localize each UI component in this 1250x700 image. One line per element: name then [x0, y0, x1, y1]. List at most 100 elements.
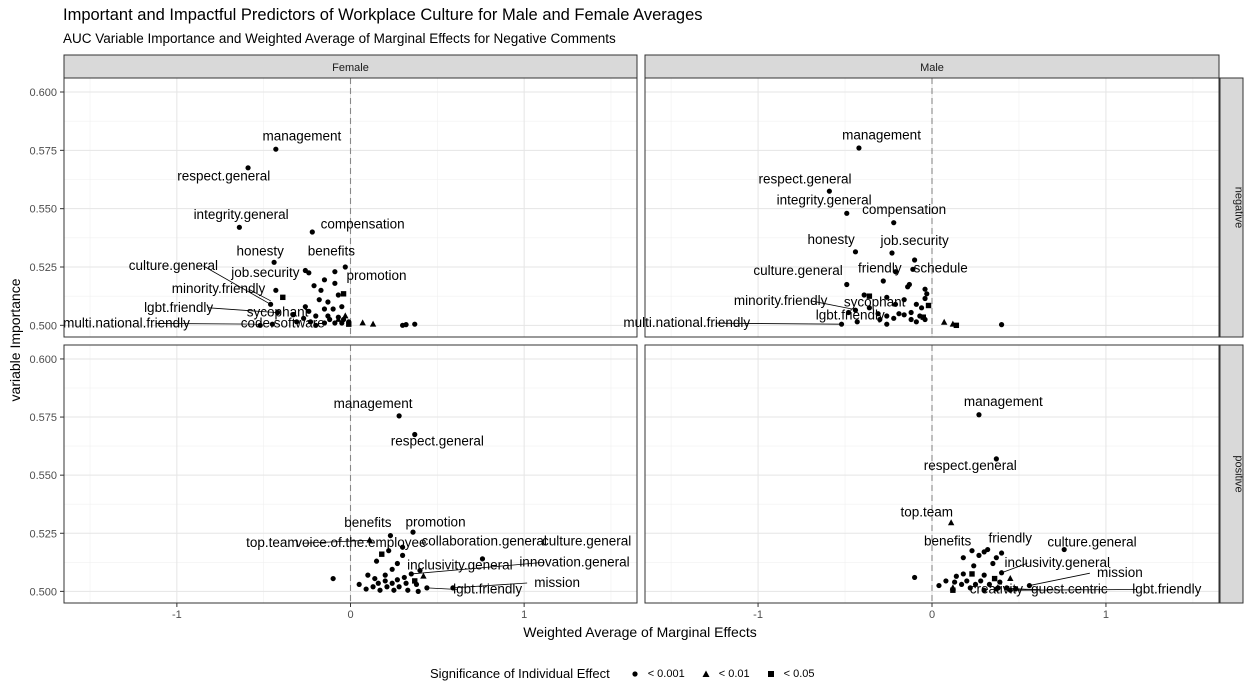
data-point-circle [976, 552, 982, 558]
data-point-circle [309, 229, 315, 235]
data-point-circle [273, 287, 279, 293]
data-point-circle [318, 287, 324, 293]
data-point-circle [1012, 586, 1019, 592]
facet-strip-label: negative [1233, 187, 1245, 229]
data-point-circle [313, 313, 319, 319]
data-point-circle [401, 574, 407, 581]
data-point-circle [845, 309, 852, 316]
data-point-circle [896, 311, 902, 317]
data-point-circle [236, 224, 242, 230]
y-tick-label: 0.525 [29, 262, 57, 274]
point-label: promotion [406, 515, 466, 530]
data-point-square [280, 294, 286, 301]
data-point-circle [403, 322, 409, 328]
label-leader-line [203, 265, 271, 305]
data-point-circle [321, 306, 328, 312]
data-point-circle [913, 301, 919, 307]
data-point-circle [960, 571, 966, 577]
data-point-triangle [420, 572, 427, 579]
data-point-circle [852, 307, 859, 313]
data-point-circle [854, 319, 860, 325]
data-point-circle [912, 574, 918, 581]
data-point-circle [405, 587, 411, 593]
legend-item-triangle: < 0.01 [699, 667, 750, 681]
point-label: multi.national.friendly [63, 315, 190, 330]
data-point-circle [908, 309, 914, 316]
data-point-circle [995, 585, 1001, 591]
data-point-circle [332, 269, 338, 275]
x-tick-label: -1 [753, 609, 763, 621]
point-label: job.security [879, 233, 949, 248]
data-point-circle [321, 320, 328, 326]
data-point-circle [913, 319, 919, 325]
point-label: guest.centric [1031, 581, 1108, 596]
legend-label: < 0.01 [718, 667, 750, 680]
data-point-square [925, 302, 932, 309]
point-label: friendly [989, 530, 1033, 545]
point-label: mission [1097, 565, 1143, 580]
label-leader-line [208, 307, 276, 313]
legend-item-circle: < 0.001 [628, 667, 685, 681]
chart-title: Important and Impactful Predictors of Wo… [63, 6, 703, 24]
data-point-circle [301, 315, 307, 321]
data-point-circle [412, 321, 418, 327]
data-point-circle [967, 585, 973, 591]
facet-strip-label: Male [920, 62, 944, 74]
data-point-circle [479, 556, 486, 562]
point-label: innovation.general [519, 554, 629, 569]
data-point-circle [412, 431, 418, 438]
y-tick-label: 0.525 [29, 528, 57, 540]
data-point-circle [969, 548, 975, 554]
data-point-circle [450, 585, 456, 591]
data-point-circle [408, 571, 414, 577]
y-tick-label: 0.500 [29, 586, 57, 598]
data-point-circle [330, 306, 336, 312]
data-point-circle [981, 549, 987, 555]
point-label: lgbt.friendly [144, 300, 213, 315]
data-point-circle [335, 292, 341, 298]
data-point-circle [866, 305, 872, 311]
data-point-circle [313, 322, 319, 328]
data-point-triangle [1007, 574, 1014, 581]
data-point-circle [365, 572, 371, 578]
label-leader-line [1029, 572, 1090, 586]
data-point-circle [1007, 587, 1013, 593]
point-label: schedule [914, 261, 968, 276]
legend-label: < 0.001 [647, 667, 685, 680]
data-point-circle [998, 322, 1005, 328]
data-point-circle [918, 305, 925, 311]
data-point-square [340, 291, 347, 297]
data-point-square [346, 321, 352, 327]
label-leader-line [1010, 589, 1137, 591]
data-point-circle [321, 277, 328, 283]
data-point-circle [325, 299, 331, 305]
data-point-square [950, 587, 956, 593]
data-point-circle [880, 278, 886, 284]
facet-strip-label: Female [332, 62, 369, 74]
x-axis-title: Weighted Average of Marginal Effects [523, 624, 756, 640]
data-point-circle [307, 319, 314, 325]
point-label: mission [534, 575, 580, 590]
data-point-square [412, 578, 418, 584]
data-point-circle [424, 585, 430, 591]
data-point-circle [373, 558, 380, 564]
facet-strip-positive [1219, 344, 1244, 604]
point-label: multi.national.friendly [623, 315, 750, 330]
data-point-circle [1026, 582, 1033, 589]
data-point-circle [363, 586, 369, 592]
data-point-circle [396, 584, 402, 590]
point-label: integrity.general [777, 192, 872, 207]
data-point-circle [311, 283, 317, 289]
point-label: top.team [901, 504, 954, 519]
data-point-circle [370, 584, 376, 590]
data-point-circle [978, 578, 984, 584]
label-leader-line [302, 539, 370, 544]
point-label: culture.general [129, 258, 218, 273]
data-point-circle [884, 313, 890, 319]
data-point-circle [844, 281, 850, 288]
data-point-triangle [335, 315, 342, 322]
legend-title: Significance of Individual Effect [430, 666, 610, 681]
data-point-square [969, 571, 975, 577]
panel-male-negative: management respect.general integrity.gener… [623, 77, 1220, 338]
data-point-circle [394, 577, 400, 583]
